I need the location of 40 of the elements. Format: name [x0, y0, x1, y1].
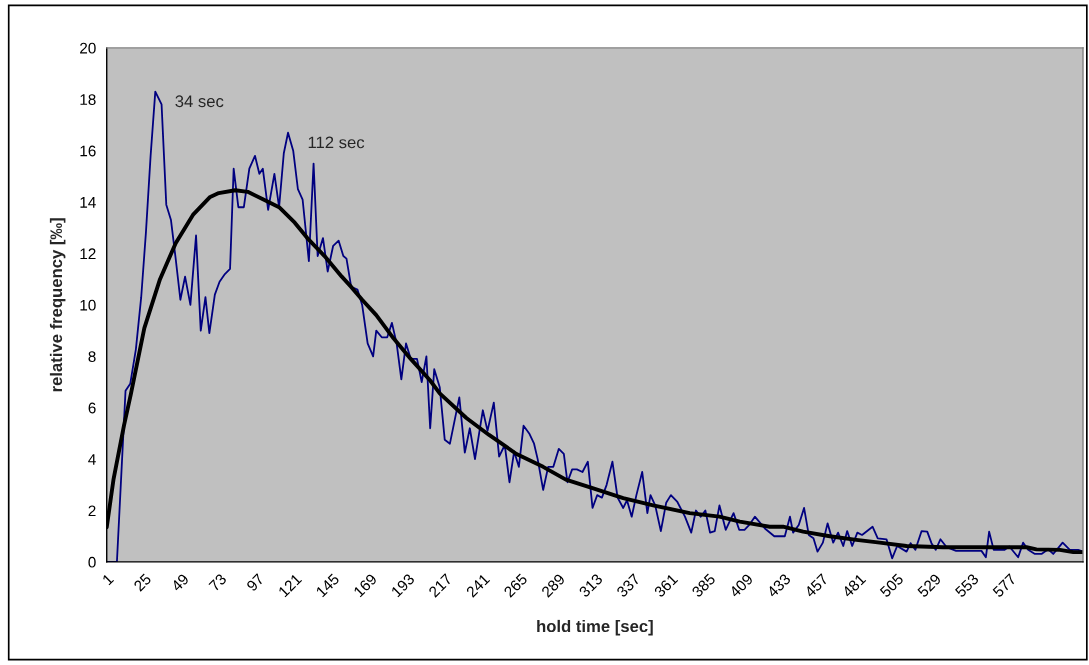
y-tick-label: 12 — [80, 248, 96, 260]
x-tick-label: 361 — [653, 573, 679, 598]
annotation: 34 sec — [175, 95, 224, 108]
y-tick-label: 20 — [80, 42, 96, 54]
x-tick-label: 385 — [691, 573, 716, 598]
x-tick-label: 169 — [353, 573, 378, 598]
x-tick-label: 25 — [133, 573, 152, 592]
x-tick-label: 265 — [503, 573, 528, 598]
y-tick-label: 4 — [88, 454, 96, 465]
y-tick-label: 0 — [88, 556, 96, 568]
x-tick-label: 49 — [170, 573, 190, 593]
x-tick-label: 553 — [954, 573, 980, 598]
x-tick-label: 1 — [101, 573, 115, 586]
x-tick-label: 481 — [841, 573, 867, 599]
x-tick-label: 217 — [428, 573, 453, 598]
y-tick-label: 14 — [80, 197, 96, 208]
x-tick-label: 529 — [916, 573, 942, 598]
y-tick-label: 6 — [88, 402, 96, 414]
y-tick-label: 18 — [80, 94, 96, 105]
x-tick-label: 145 — [315, 573, 340, 598]
x-axis-title: hold time [sec] — [537, 619, 653, 636]
x-tick-label: 289 — [540, 573, 566, 598]
x-tick-label: 97 — [245, 573, 265, 592]
x-tick-label: 337 — [615, 573, 641, 598]
x-tick-label: 505 — [879, 573, 905, 598]
x-tick-label: 73 — [208, 573, 228, 592]
y-tick-label: 10 — [80, 299, 96, 311]
y-axis-title: relative frequency [‰] — [49, 218, 66, 392]
x-tick-label: 241 — [465, 573, 491, 598]
y-tick-label: 16 — [80, 145, 96, 157]
annotation: 112 sec — [308, 136, 365, 149]
x-tick-label: 433 — [766, 573, 792, 599]
x-tick-label: 577 — [992, 573, 1017, 598]
x-tick-label: 457 — [803, 573, 829, 599]
x-tick-label: 193 — [390, 573, 416, 598]
x-tick-label: 313 — [578, 573, 604, 598]
y-tick-label: 2 — [88, 505, 96, 517]
x-tick-label: 409 — [728, 573, 754, 599]
x-tick-label: 121 — [277, 573, 303, 598]
y-tick-label: 8 — [88, 351, 96, 362]
